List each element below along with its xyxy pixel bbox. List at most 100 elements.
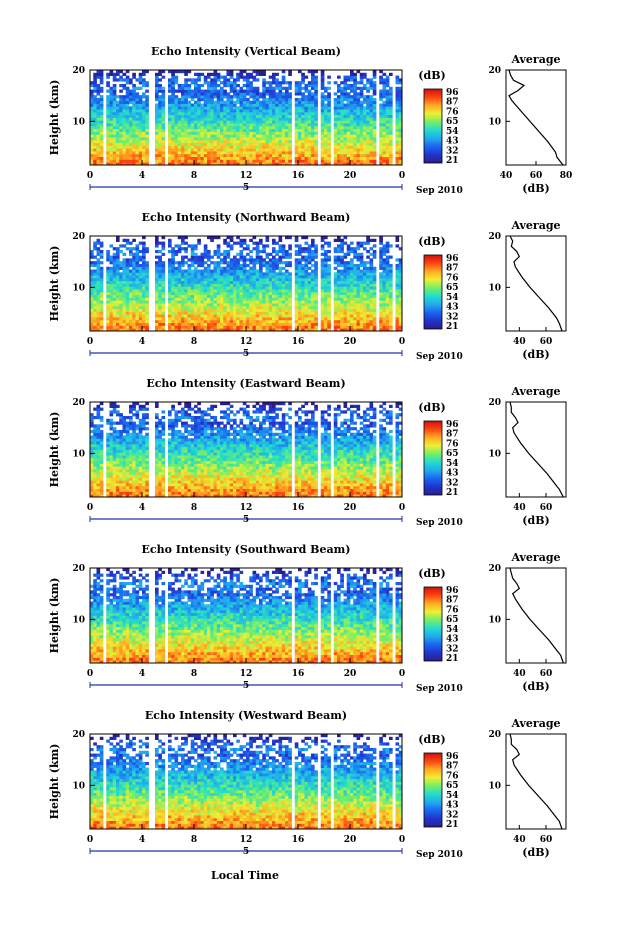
heatmap-cell [187, 275, 192, 279]
heatmap-cell [116, 120, 120, 124]
heatmap-cell [96, 269, 101, 273]
heatmap-cell [356, 145, 361, 149]
heatmap-cell [213, 159, 218, 163]
heatmap-cell [207, 297, 211, 301]
heatmap-cell [109, 266, 114, 270]
heatmap-cell [122, 153, 127, 158]
heatmap-cell [314, 83, 318, 88]
heatmap-cell [369, 139, 374, 144]
heatmap-cell [268, 128, 273, 132]
heatmap-cell [320, 308, 325, 312]
heatmap-cell [278, 142, 283, 146]
heatmap-cell [246, 86, 250, 90]
heatmap-cell [216, 319, 221, 324]
heatmap-cell [301, 106, 305, 110]
heatmap-cell [132, 269, 136, 273]
heatmap-cell [161, 159, 166, 163]
heatmap-cell [236, 159, 240, 163]
heatmap-cell [337, 89, 341, 93]
heatmap-cell [125, 89, 130, 93]
heatmap-cell [138, 311, 143, 315]
heatmap-cell [343, 319, 348, 324]
heatmap-cell [278, 305, 283, 310]
heatmap-cell [236, 75, 240, 79]
heatmap-cell [372, 305, 377, 310]
heatmap-cell [304, 151, 309, 155]
heatmap-cell [327, 317, 331, 321]
heatmap-cell [181, 131, 185, 135]
heatmap-cell [223, 95, 227, 99]
heatmap-cell [93, 120, 97, 124]
heatmap-cell [200, 117, 205, 121]
heatmap-cell [366, 123, 370, 127]
heatmap-cell [324, 322, 328, 326]
heatmap-cell [190, 275, 195, 279]
heatmap-cell [294, 125, 299, 130]
heatmap-cell [281, 317, 286, 321]
heatmap-cell [278, 97, 283, 102]
heatmap-cell [109, 95, 114, 99]
heatmap-cell [324, 134, 328, 138]
heatmap-cell [142, 78, 146, 82]
heatmap-cell [233, 142, 237, 146]
heatmap-cell [112, 317, 117, 321]
heatmap-cell [288, 159, 292, 163]
heatmap-cell [340, 297, 344, 301]
heatmap-cell [268, 92, 273, 96]
heatmap-cell [184, 300, 188, 304]
heatmap-cell [194, 83, 198, 88]
heatmap-cell [233, 86, 237, 90]
heatmap-cell [389, 103, 393, 107]
heatmap-cell [99, 128, 104, 132]
heatmap-cell [294, 289, 299, 293]
heatmap-cell [171, 280, 175, 284]
heatmap-cell [122, 109, 127, 113]
heatmap-cell [359, 162, 364, 166]
heatmap-cell [168, 120, 172, 124]
heatmap-cell [311, 142, 315, 146]
heatmap-cell [262, 311, 266, 315]
heatmap-cell [265, 111, 270, 116]
heatmap-cell [350, 89, 354, 93]
heatmap-cell [311, 286, 315, 290]
heatmap-cell [343, 111, 348, 116]
heatmap-cell [129, 156, 133, 160]
heatmap-cell [223, 123, 227, 127]
heatmap-cell [142, 249, 146, 254]
heatmap-cell [203, 111, 208, 116]
heatmap-cell [366, 97, 370, 102]
heatmap-cell [106, 81, 110, 85]
heatmap-cell [138, 263, 143, 268]
heatmap-cell [294, 103, 299, 107]
heatmap-cell [96, 283, 101, 287]
heatmap-cell [239, 120, 244, 124]
heatmap-cell [324, 291, 328, 296]
heatmap-cell [145, 134, 149, 138]
heatmap-cell [236, 95, 240, 99]
heatmap-cell [337, 159, 341, 163]
x-tick-label: 4 [139, 171, 145, 181]
heatmap-cell [239, 283, 244, 287]
heatmap-cell [233, 123, 237, 127]
heatmap-cell [385, 308, 390, 312]
heatmap-cell [229, 81, 234, 85]
heatmap-cell [145, 156, 149, 160]
heatmap-cell [187, 134, 192, 138]
heatmap-cell [333, 317, 338, 321]
heatmap-cell [168, 139, 172, 144]
heatmap-cell [363, 272, 367, 276]
heatmap-cell [233, 263, 237, 268]
heatmap-cell [340, 89, 344, 93]
date-label: Sep 2010 [416, 186, 463, 196]
heatmap-cell [353, 269, 357, 273]
heatmap-cell [242, 272, 247, 276]
heatmap-cell [90, 277, 94, 282]
heatmap-cell [96, 106, 101, 110]
heatmap-cell [350, 70, 354, 74]
heatmap-cell [311, 289, 315, 293]
heatmap-cell [359, 283, 364, 287]
heatmap-cell [239, 151, 244, 155]
heatmap-cell [268, 156, 273, 160]
heatmap-cell [363, 286, 367, 290]
heatmap-cell [190, 303, 195, 307]
